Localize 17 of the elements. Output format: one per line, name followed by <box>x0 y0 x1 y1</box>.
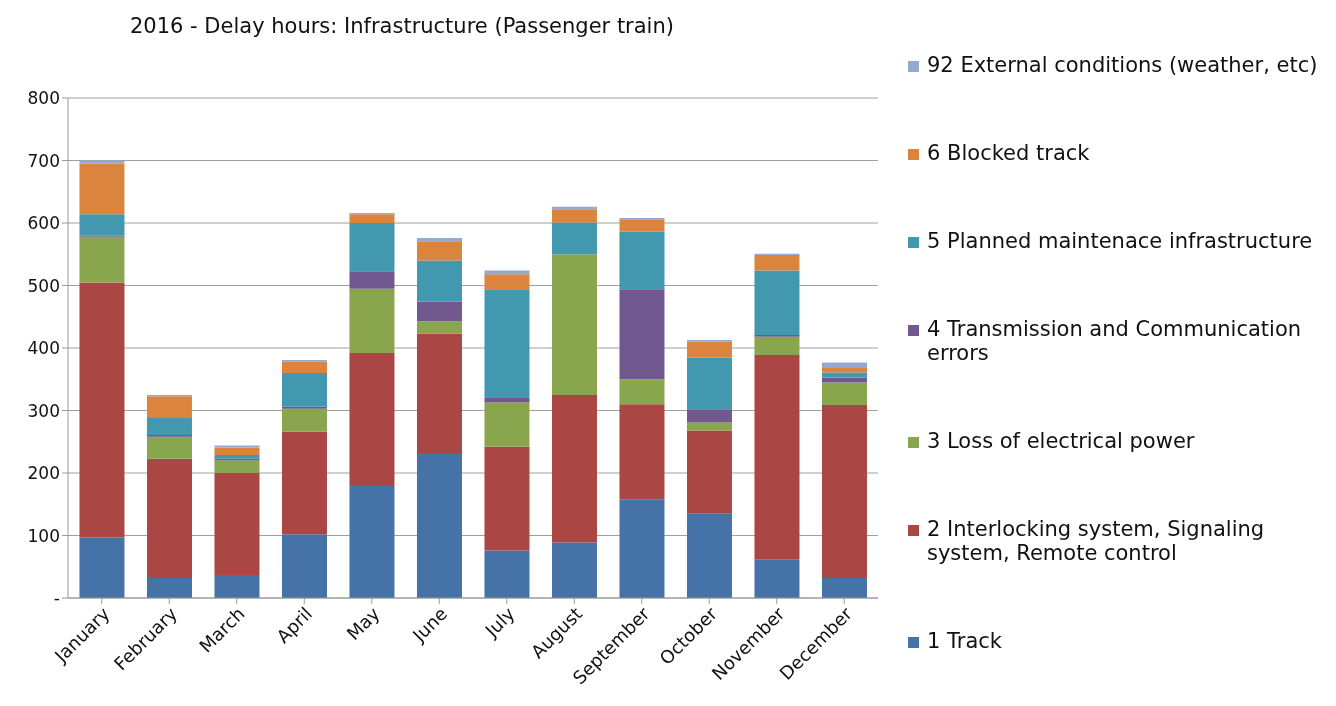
legend-label: 1 Track <box>927 629 1002 653</box>
y-tick-label: 300 <box>27 400 60 421</box>
legend-label: 6 Blocked track <box>927 141 1090 165</box>
legend-label: 4 Transmission and Communication errors <box>927 317 1303 365</box>
y-tick-label: 600 <box>27 213 60 234</box>
legend-label: 2 Interlocking system, Signaling system, Remote control <box>927 517 1266 565</box>
legend-label: 5 Planned maintenace infrastructure <box>927 229 1313 253</box>
y-tick-label: 200 <box>27 463 60 484</box>
chart-title: 2016 - Delay hours: Infrastructure (Passenger train) <box>130 14 674 38</box>
y-tick-label: 500 <box>27 275 60 296</box>
legend-label: 3 Loss of electrical power <box>927 429 1195 453</box>
y-tick-label: 700 <box>27 150 60 171</box>
y-tick-label: - <box>53 588 60 609</box>
y-tick-label: 400 <box>27 338 60 359</box>
y-tick-label: 800 <box>27 88 60 109</box>
y-tick-label: 100 <box>27 525 60 546</box>
legend-label: 92 External conditions (weather, etc) <box>927 53 1318 77</box>
